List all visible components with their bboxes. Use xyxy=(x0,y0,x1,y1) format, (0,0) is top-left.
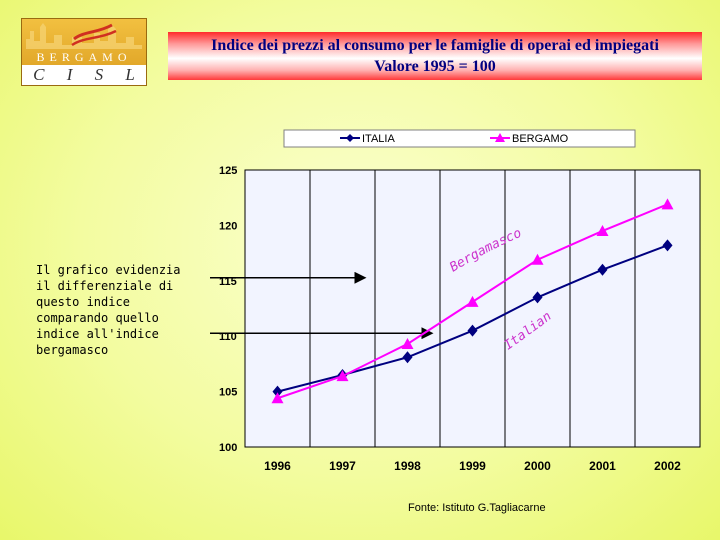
legend-marker-italia xyxy=(346,134,354,142)
legend-marker-bergamo xyxy=(495,133,505,142)
data-point-bergamo xyxy=(466,295,479,307)
data-point-italia xyxy=(532,291,543,304)
page-title: Indice dei prezzi al consumo per le fami… xyxy=(168,32,702,80)
logo-letter: I xyxy=(66,65,73,84)
x-tick-label: 1997 xyxy=(329,459,356,473)
data-point-bergamo xyxy=(596,224,609,236)
legend-label-bergamo: BERGAMO xyxy=(512,133,569,145)
legend-label-italia: ITALIA xyxy=(362,133,395,145)
y-tick-label: 100 xyxy=(219,442,237,454)
data-point-italia xyxy=(402,351,413,364)
title-line-1: Indice dei prezzi al consumo per le fami… xyxy=(211,37,659,54)
plot-area xyxy=(244,169,701,448)
source-note: Fonte: Istituto G.Tagliacarne xyxy=(408,502,546,514)
x-tick-label: 1999 xyxy=(459,459,486,473)
skyline-icon xyxy=(26,23,142,49)
y-tick-label: 105 xyxy=(219,387,237,399)
side-note: Il grafico evidenzia il differenziale di… xyxy=(36,263,181,357)
x-tick-label: 1996 xyxy=(264,459,291,473)
x-tick-label: 2001 xyxy=(589,459,616,473)
x-tick-label: 2000 xyxy=(524,459,551,473)
data-point-italia xyxy=(597,263,608,276)
cisl-bergamo-logo: BERGAMO C I S L xyxy=(21,18,147,86)
data-point-italia xyxy=(467,324,478,337)
data-point-bergamo xyxy=(336,370,349,382)
x-tick-label: 2002 xyxy=(654,459,681,473)
logo-letter: L xyxy=(125,65,135,84)
title-line-2: Valore 1995 = 100 xyxy=(374,58,496,75)
y-tick-label: 125 xyxy=(219,165,237,177)
logo-letter: C xyxy=(33,65,45,84)
data-point-italia xyxy=(272,385,283,398)
y-tick-label: 110 xyxy=(219,331,237,343)
data-point-bergamo xyxy=(271,392,284,404)
logo-letters: C I S L xyxy=(22,65,146,85)
logo-top-band: BERGAMO xyxy=(22,19,146,65)
logo-letter: S xyxy=(94,65,104,84)
y-tick-label: 115 xyxy=(219,276,237,288)
x-tick-label: 1998 xyxy=(394,459,421,473)
data-point-bergamo xyxy=(661,198,674,210)
y-tick-label: 120 xyxy=(219,220,237,232)
data-point-bergamo xyxy=(401,337,414,349)
data-point-bergamo xyxy=(531,253,544,265)
logo-name: BERGAMO xyxy=(36,50,132,64)
data-point-italia xyxy=(662,239,673,252)
legend-box xyxy=(283,129,636,148)
